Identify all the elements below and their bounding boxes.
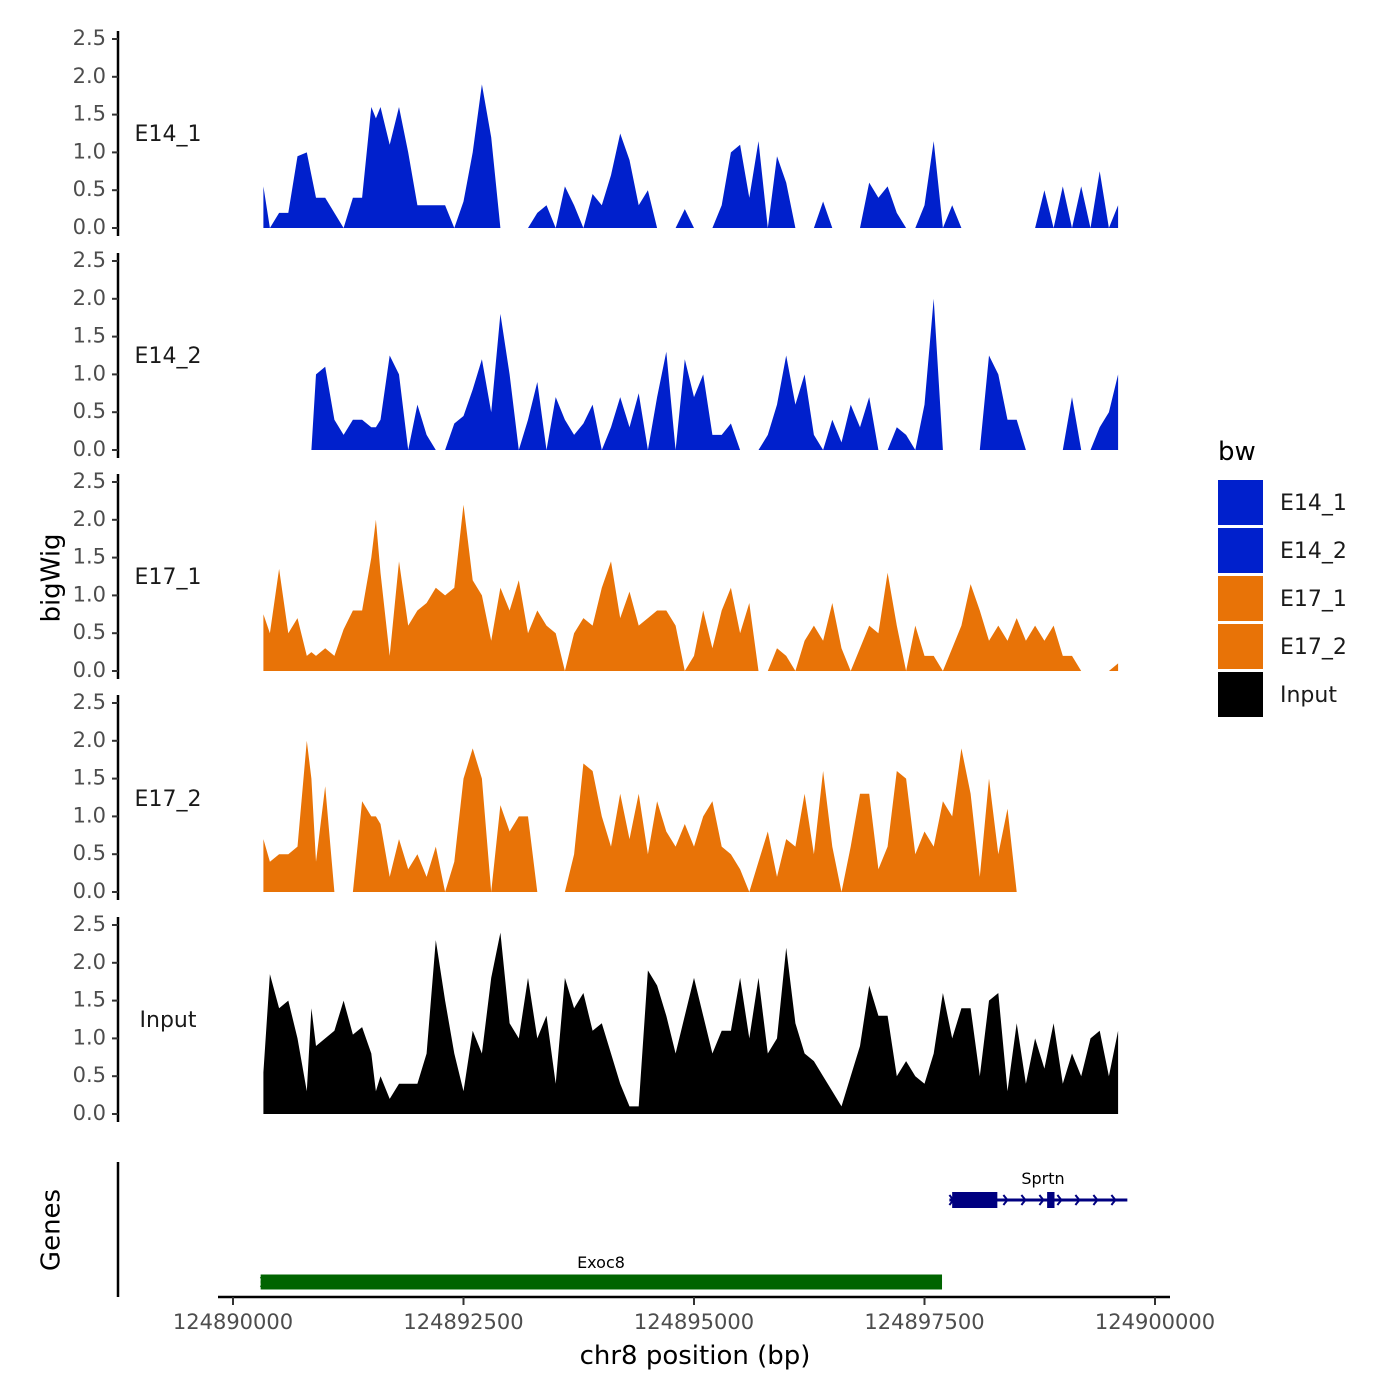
y-tick-label: 0.5 — [73, 620, 106, 644]
y-tick-label: 1.5 — [73, 545, 106, 569]
y-tick-label: 2.5 — [73, 912, 106, 936]
gene-sprtn: Sprtn — [948, 1169, 1128, 1208]
y-tick-label: 1.5 — [73, 988, 106, 1012]
gene-label: Sprtn — [1021, 1169, 1064, 1188]
legend: bw E14_1 E14_2 E17_1 E17_2 Input — [1218, 437, 1347, 717]
x-axis: 124890000 124892500 124895000 124897500 1249… — [173, 1295, 1215, 1334]
y-tick-label: 2.0 — [73, 64, 106, 88]
track-label: E17_2 — [135, 787, 202, 812]
strand-arrow — [1056, 1194, 1063, 1206]
legend-key-e17-1 — [1218, 576, 1263, 621]
legend-title: bw — [1218, 437, 1256, 467]
legend-label: Input — [1280, 683, 1337, 708]
y-tick-label: 0.0 — [73, 658, 106, 682]
legend-label: E17_1 — [1280, 587, 1347, 612]
y-tick-label: 1.0 — [73, 582, 106, 606]
strand-arrow — [1074, 1194, 1081, 1206]
x-tick-label: 124895000 — [634, 1310, 754, 1334]
y-tick-label: 0.0 — [73, 1101, 106, 1125]
y-tick-label: 2.5 — [73, 690, 106, 714]
coverage-area-input — [263, 932, 1119, 1114]
track-panel-e17-1: 0.0 0.5 1.0 1.5 2.0 2.5 E17_1 — [73, 469, 1119, 682]
gene-label: Exoc8 — [577, 1253, 625, 1272]
x-axis-title: chr8 position (bp) — [580, 1341, 811, 1371]
x-tick-label: 124892500 — [403, 1310, 523, 1334]
track-label: E14_1 — [135, 122, 202, 147]
legend-key-e14-2 — [1218, 528, 1263, 573]
y-tick-label: 2.5 — [73, 248, 106, 272]
strand-arrow — [1038, 1194, 1045, 1206]
genes-panel: Sprtn Exoc8 — [116, 1162, 1128, 1297]
track-label: E17_1 — [135, 565, 202, 590]
y-tick-label: 1.5 — [73, 324, 106, 348]
legend-key-e14-1 — [1218, 480, 1263, 525]
coverage-area-e14-2 — [263, 298, 1119, 450]
y-tick-label: 2.0 — [73, 950, 106, 974]
legend-key-e17-2 — [1218, 624, 1263, 669]
y-tick-label: 2.0 — [73, 728, 106, 752]
y-tick-label: 1.5 — [73, 766, 106, 790]
y-tick-label: 2.0 — [73, 507, 106, 531]
y-tick-label: 2.0 — [73, 286, 106, 310]
y-tick-label: 0.0 — [73, 215, 106, 239]
y-tick-label: 2.5 — [73, 26, 106, 50]
bigwig-panels: 0.0 0.5 1.0 1.5 2.0 2.5 E14_1 0.0 0.5 1.0 1.5 2.0 2.… — [73, 26, 1119, 1125]
y-tick-label: 0.0 — [73, 879, 106, 903]
coverage-area-e17-2 — [263, 740, 1119, 892]
x-tick-label: 124900000 — [1095, 1310, 1215, 1334]
genes-axis-title: Genes — [37, 1189, 67, 1271]
strand-arrow — [1020, 1194, 1027, 1206]
y-tick-label: 0.5 — [73, 1063, 106, 1087]
track-label: Input — [140, 1008, 197, 1033]
y-tick-label: 1.0 — [73, 1025, 106, 1049]
y-tick-label: 0.5 — [73, 399, 106, 423]
x-tick-label: 124897500 — [864, 1310, 984, 1334]
track-panel-e14-1: 0.0 0.5 1.0 1.5 2.0 2.5 E14_1 — [73, 26, 1119, 239]
coverage-area-e17-1 — [263, 504, 1119, 671]
y-tick-label: 1.0 — [73, 139, 106, 163]
gene-exoc8: Exoc8 — [259, 1253, 943, 1290]
y-tick-label: 1.0 — [73, 803, 106, 827]
gene-exon — [1047, 1192, 1055, 1208]
bigwig-axis-title: bigWig — [37, 533, 67, 622]
track-panel-input: 0.0 0.5 1.0 1.5 2.0 2.5 Input — [73, 912, 1119, 1125]
strand-arrow — [1110, 1194, 1117, 1206]
gene-exon — [260, 1274, 943, 1290]
track-panel-e17-2: 0.0 0.5 1.0 1.5 2.0 2.5 E17_2 — [73, 690, 1119, 903]
strand-arrow — [1092, 1194, 1099, 1206]
track-panel-e14-2: 0.0 0.5 1.0 1.5 2.0 2.5 E14_2 — [73, 248, 1119, 461]
track-label: E14_2 — [135, 344, 202, 369]
y-tick-label: 1.5 — [73, 102, 106, 126]
legend-label: E14_1 — [1280, 491, 1347, 516]
x-tick-label: 124890000 — [173, 1310, 293, 1334]
strand-arrow — [1002, 1194, 1009, 1206]
y-tick-label: 0.5 — [73, 841, 106, 865]
gene-exon — [952, 1192, 998, 1208]
y-tick-label: 1.0 — [73, 361, 106, 385]
y-tick-label: 2.5 — [73, 469, 106, 493]
legend-key-input — [1218, 672, 1263, 717]
legend-label: E17_2 — [1280, 635, 1347, 660]
y-tick-label: 0.5 — [73, 177, 106, 201]
legend-label: E14_2 — [1280, 539, 1347, 564]
coverage-area-e14-1 — [263, 84, 1119, 229]
y-tick-label: 0.0 — [73, 437, 106, 461]
